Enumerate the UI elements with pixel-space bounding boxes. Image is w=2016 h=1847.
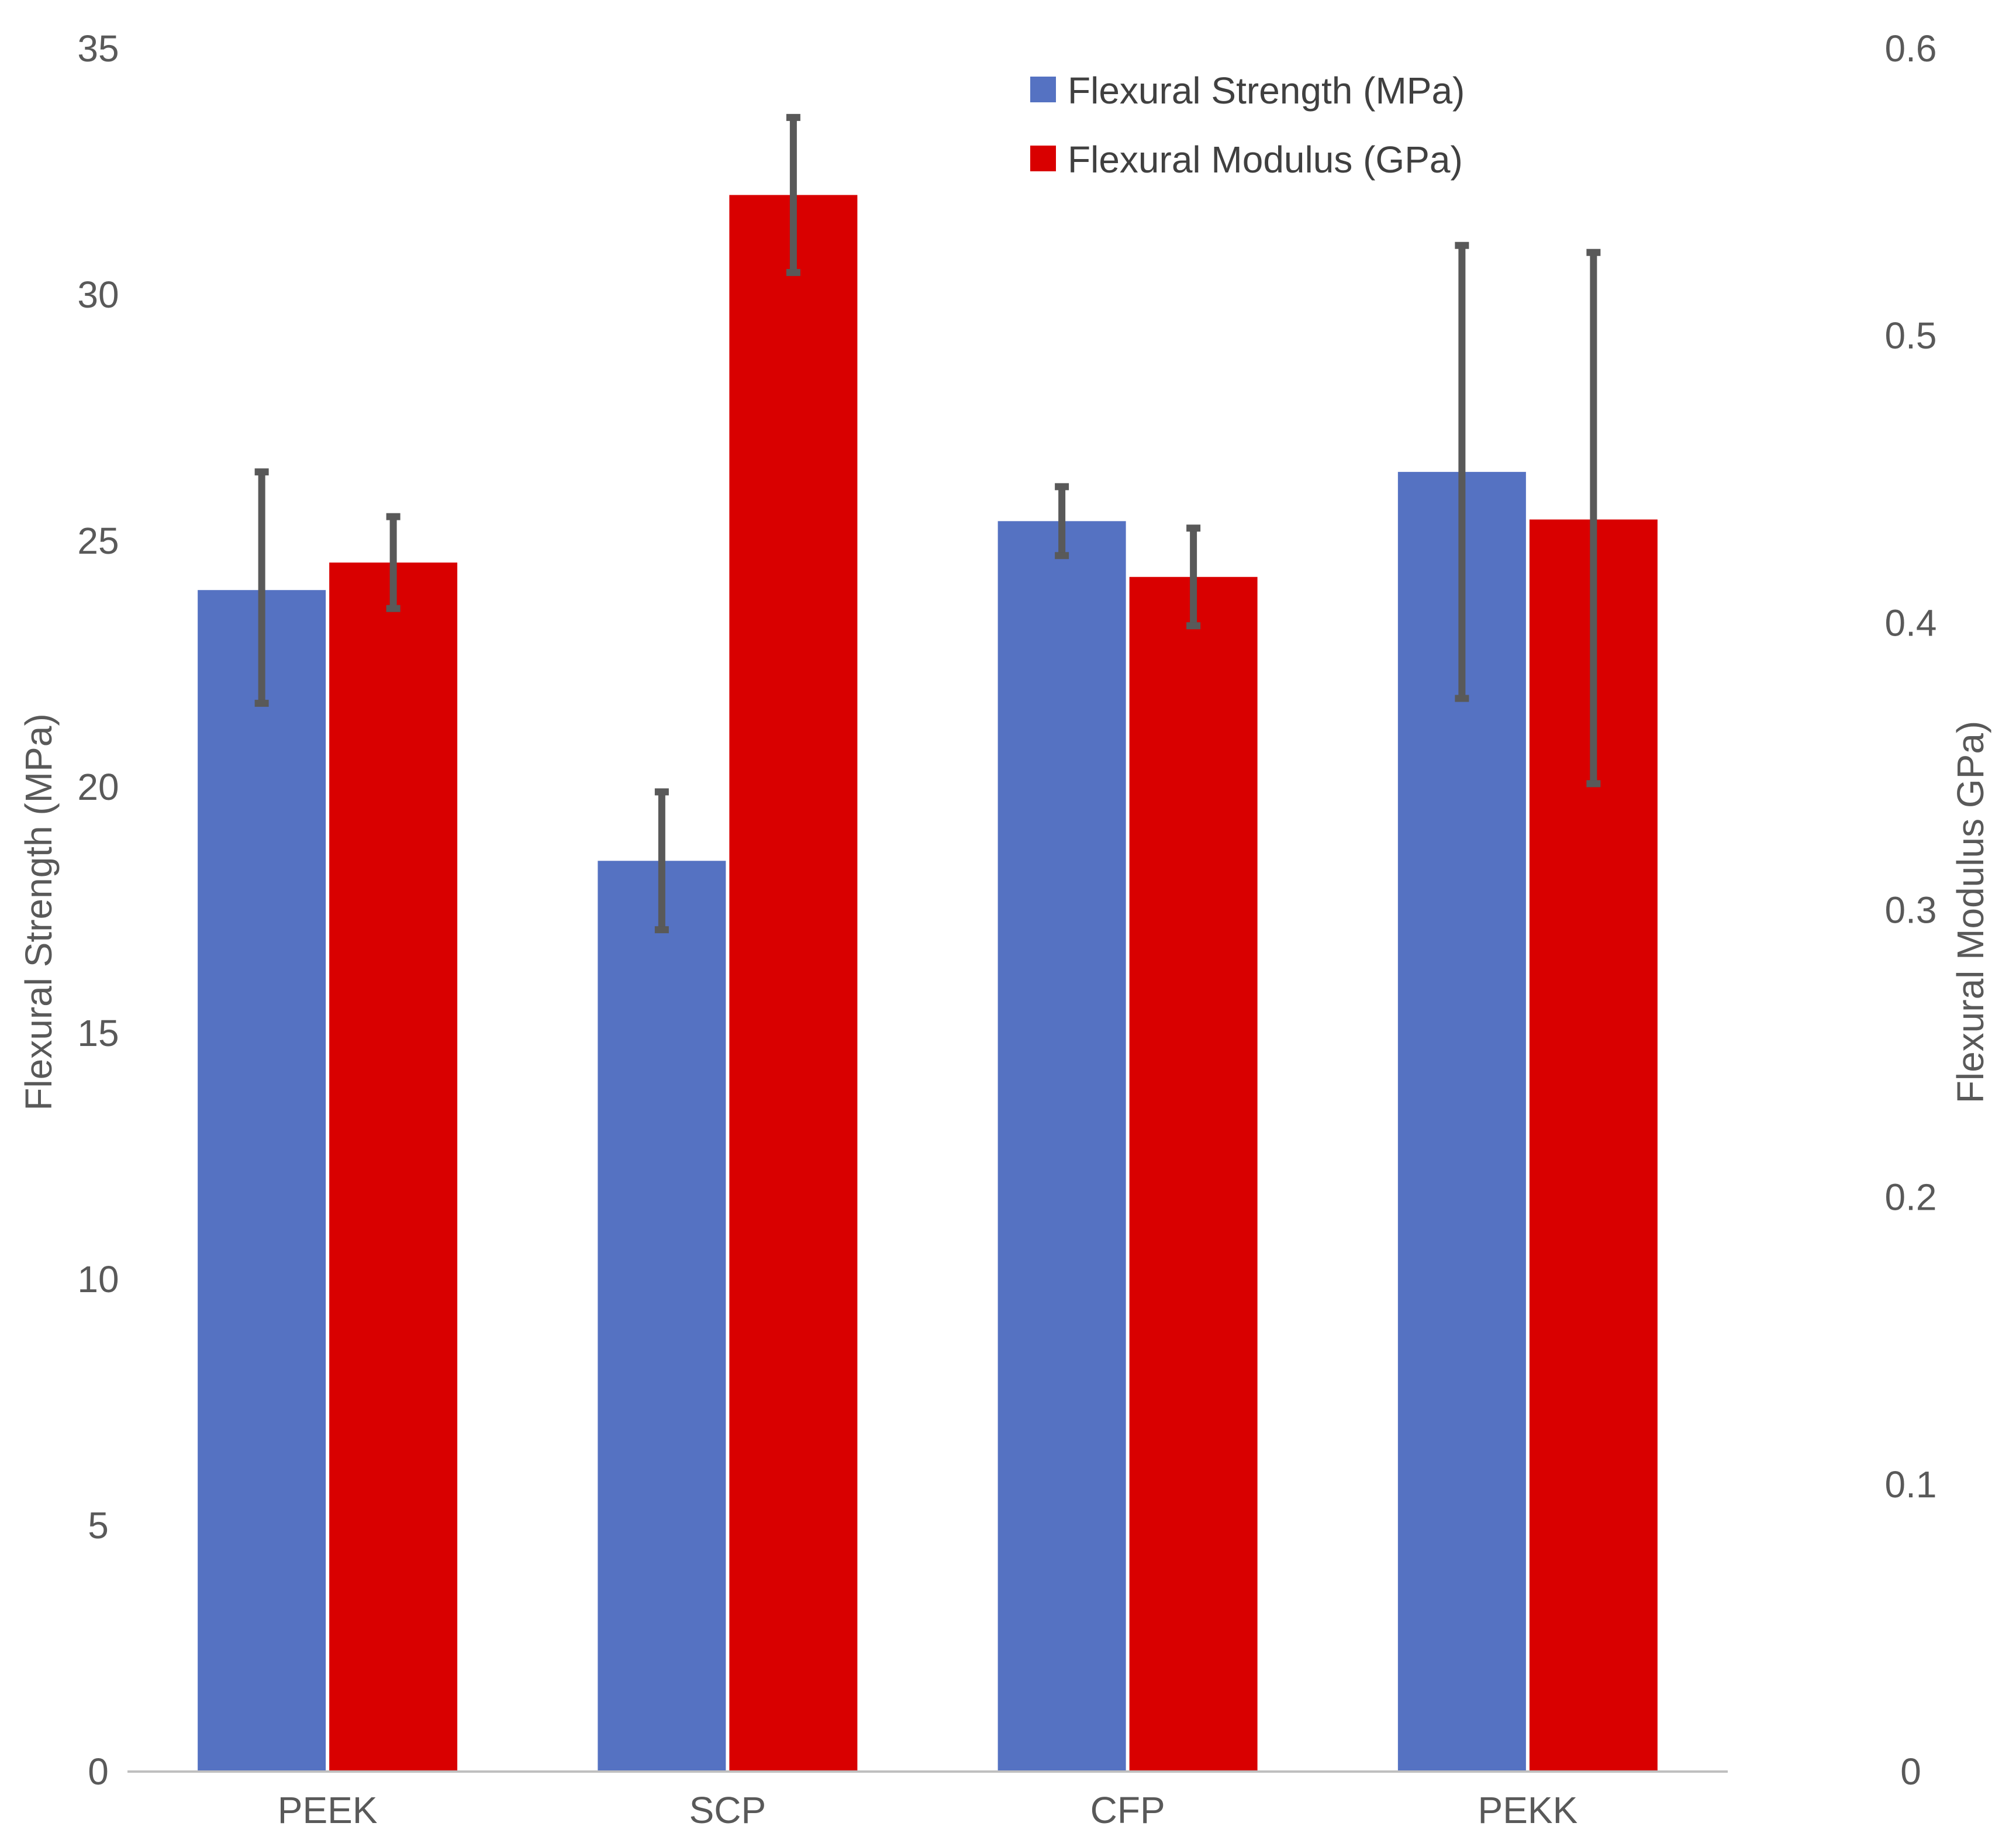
left-y-tick-label: 20	[77, 766, 119, 808]
modulus-bar-peek	[329, 562, 458, 1772]
modulus-error-bar-peek	[386, 513, 401, 612]
error-bars	[254, 113, 1601, 934]
strength-error-bar-scp	[654, 788, 669, 934]
left-y-axis-title: Flexural Strength (MPa)	[18, 713, 60, 1110]
legend-label-modulus: Flexural Modulus (GPa)	[1068, 139, 1463, 181]
left-y-tick-label: 25	[77, 520, 119, 562]
right-y-tick-label: 0.5	[1885, 315, 1937, 357]
right-y-tick-label: 0.1	[1885, 1463, 1937, 1506]
x-tick-label-cfp: CFP	[1090, 1789, 1165, 1831]
left-y-tick-label: 30	[77, 274, 119, 316]
strength-bar-scp	[598, 861, 726, 1772]
x-tick-label-pekk: PEKK	[1478, 1789, 1578, 1831]
right-y-tick-label: 0	[1900, 1751, 1921, 1793]
right-y-tick-label: 0.6	[1885, 27, 1937, 70]
strength-bar-peek	[198, 590, 326, 1772]
left-y-tick-label: 5	[88, 1504, 109, 1546]
legend: Flexural Strength (MPa) Flexural Modulus …	[1030, 70, 1465, 181]
bars	[198, 195, 1658, 1772]
x-tick-label-peek: PEEK	[278, 1789, 378, 1831]
right-y-axis-title: Flexural Modulus GPa)	[1949, 721, 1991, 1103]
legend-swatch-modulus	[1030, 146, 1056, 171]
left-y-tick-label: 10	[77, 1258, 119, 1300]
x-axis-category-labels: PEEK SCP CFP PEKK	[278, 1789, 1578, 1831]
left-y-tick-label: 0	[88, 1751, 109, 1793]
modulus-bar-cfp	[1129, 576, 1258, 1772]
legend-swatch-strength	[1030, 77, 1056, 102]
left-y-tick-label: 15	[77, 1012, 119, 1054]
left-y-tick-label: 35	[77, 27, 119, 70]
strength-error-bar-pekk	[1455, 241, 1469, 702]
x-tick-label-scp: SCP	[689, 1789, 767, 1831]
left-y-axis-ticks: 0 5 10 15 20 25 30 35	[77, 27, 119, 1793]
strength-error-bar-peek	[254, 468, 269, 707]
strength-bar-cfp	[997, 521, 1126, 1772]
modulus-error-bar-pekk	[1586, 248, 1601, 788]
right-y-tick-label: 0.2	[1885, 1176, 1937, 1218]
modulus-error-bar-scp	[786, 113, 800, 277]
legend-label-strength: Flexural Strength (MPa)	[1068, 70, 1465, 112]
right-y-tick-label: 0.3	[1885, 889, 1937, 931]
modulus-bar-scp	[729, 195, 858, 1772]
right-y-axis-ticks: 0 0.1 0.2 0.3 0.4 0.5 0.6	[1885, 27, 1937, 1793]
modulus-error-bar-cfp	[1186, 524, 1201, 630]
right-y-tick-label: 0.4	[1885, 602, 1937, 644]
strength-error-bar-cfp	[1055, 483, 1069, 560]
